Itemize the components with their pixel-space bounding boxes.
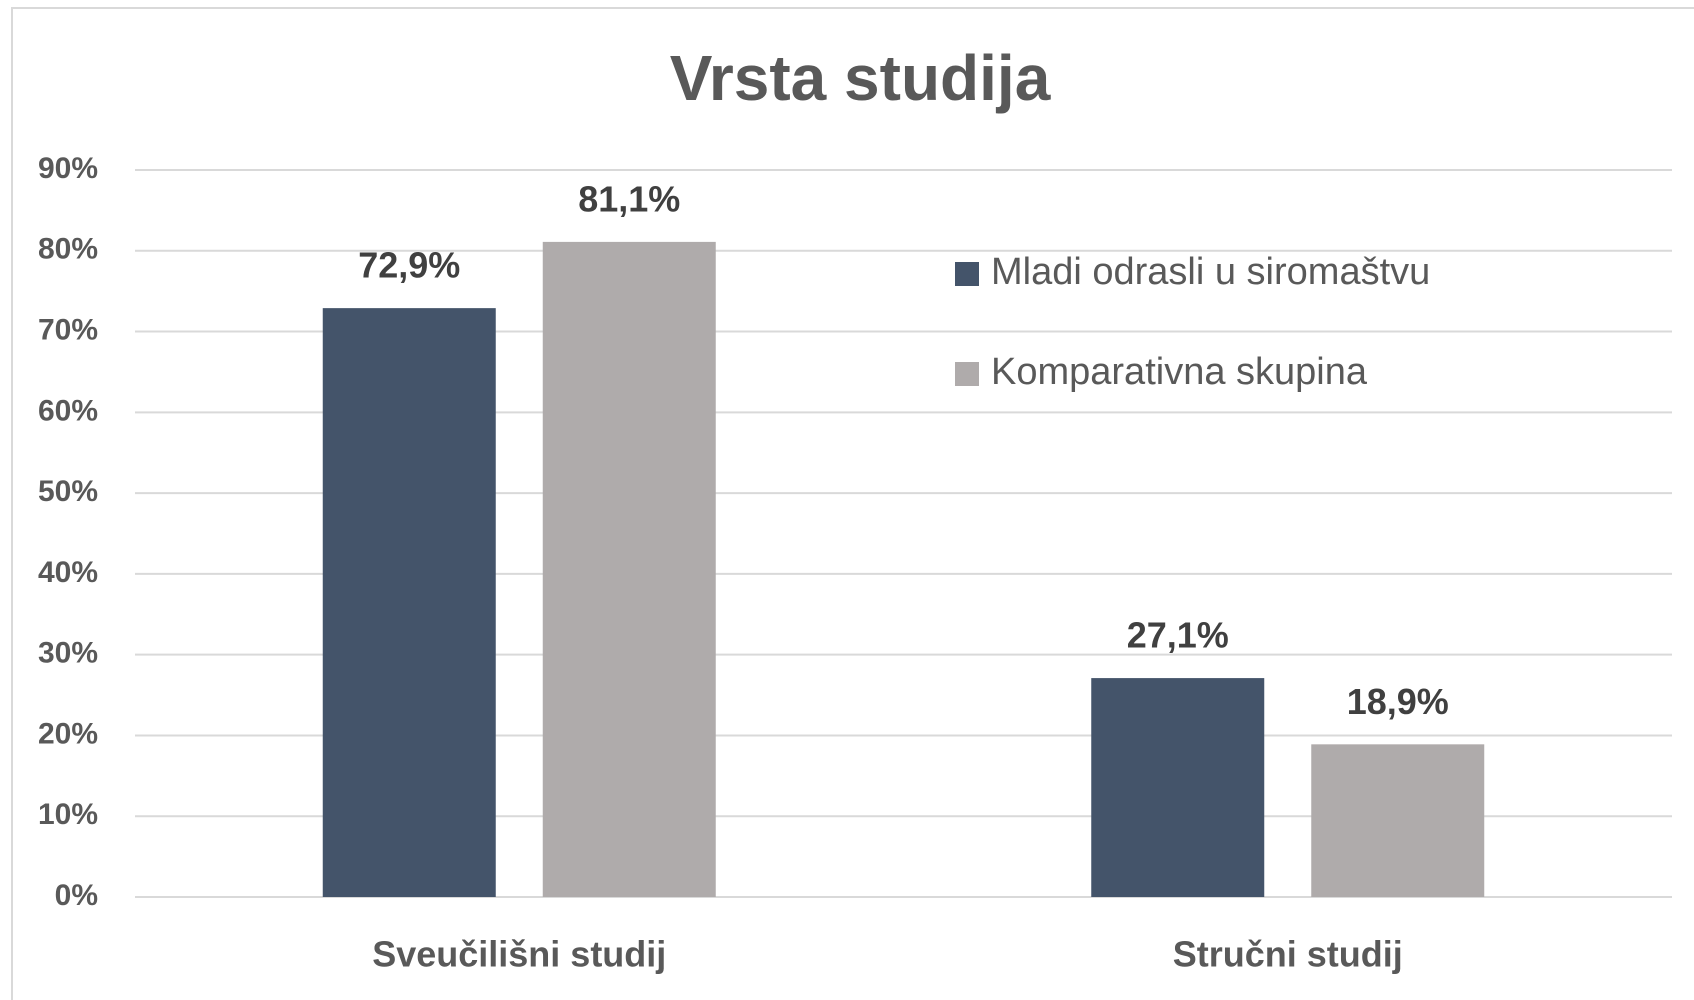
bar — [322, 308, 496, 897]
data-label: 18,9% — [1347, 681, 1449, 722]
y-tick-label: 20% — [38, 717, 98, 750]
y-tick-label: 30% — [38, 637, 98, 670]
bar — [1091, 678, 1265, 897]
data-label: 81,1% — [578, 178, 680, 219]
y-tick-label: 70% — [38, 313, 98, 346]
x-tick-label: Stručni studij — [1173, 934, 1403, 975]
data-label: 27,1% — [1127, 615, 1229, 656]
bar — [1311, 744, 1485, 897]
y-tick-label: 50% — [38, 475, 98, 508]
bar — [542, 241, 716, 898]
y-tick-label: 60% — [38, 394, 98, 427]
legend-swatch — [955, 262, 979, 286]
y-tick-label: 90% — [38, 152, 98, 185]
y-tick-label: 80% — [38, 233, 98, 266]
legend-label: Komparativna skupina — [991, 351, 1368, 393]
chart-title: Vrsta studija — [670, 42, 1051, 114]
y-tick-label: 0% — [55, 879, 98, 912]
legend-swatch — [955, 362, 979, 386]
data-label: 72,9% — [358, 245, 460, 286]
y-tick-label: 40% — [38, 556, 98, 589]
legend-label: Mladi odrasli u siromaštvu — [991, 251, 1430, 293]
y-tick-label: 10% — [38, 798, 98, 831]
x-tick-label: Sveučilišni studij — [372, 934, 666, 975]
